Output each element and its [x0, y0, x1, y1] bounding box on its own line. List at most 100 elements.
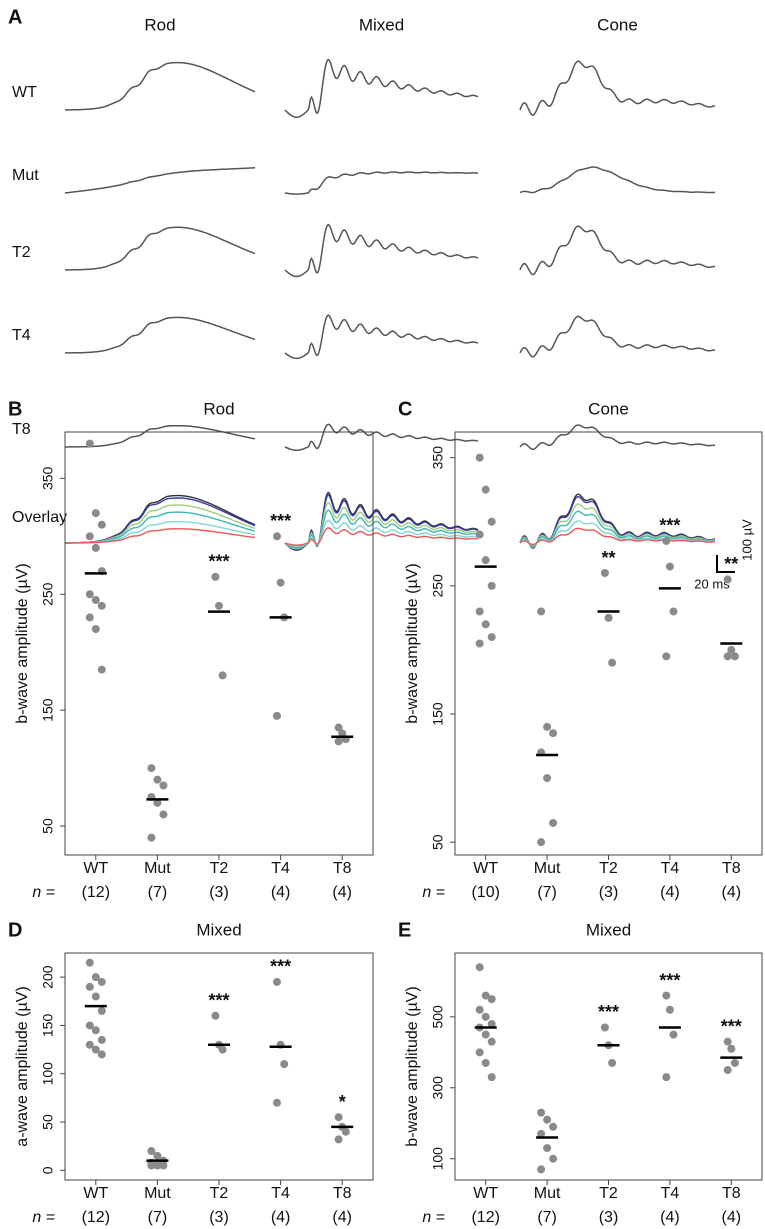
- x-tick-label: T2: [210, 1185, 229, 1202]
- n-value: (4): [722, 884, 742, 901]
- erg-trace: [519, 60, 716, 116]
- data-point: [153, 798, 162, 807]
- n-value: (10): [471, 884, 499, 901]
- column-title: Mixed: [359, 15, 404, 34]
- erg-trace: [65, 226, 256, 271]
- x-tick-label: WT: [83, 860, 108, 877]
- data-point: [85, 958, 94, 967]
- overlay-trace: [65, 528, 256, 544]
- significance: ***: [208, 991, 229, 1011]
- data-point: [487, 581, 496, 590]
- data-point: [97, 1006, 106, 1015]
- n-value: (4): [332, 1209, 352, 1226]
- y-tick-label: 150: [40, 698, 56, 722]
- data-point: [338, 729, 347, 738]
- erg-trace: [284, 58, 479, 118]
- data-point: [97, 977, 106, 986]
- data-point: [608, 1058, 617, 1067]
- data-point: [147, 1161, 156, 1170]
- data-point: [215, 601, 223, 610]
- data-point: [543, 1144, 552, 1153]
- data-point: [549, 1154, 558, 1163]
- erg-trace: [65, 61, 256, 111]
- x-tick-label: T8: [333, 860, 352, 877]
- plot-frame: [454, 952, 763, 1181]
- data-point: [487, 1019, 496, 1028]
- scale-bar-x-label: 20 ms: [694, 576, 730, 591]
- x-tick-label: T4: [661, 1185, 680, 1202]
- n-value: (7): [148, 1209, 168, 1226]
- x-tick-label: Mut: [144, 1185, 171, 1202]
- n-value: (7): [148, 884, 168, 901]
- data-point: [97, 1035, 106, 1044]
- data-point: [669, 1030, 678, 1039]
- data-point: [487, 633, 496, 642]
- data-point: [549, 818, 558, 827]
- y-tick-label: 100: [430, 1147, 446, 1171]
- data-point: [91, 596, 100, 605]
- row-label: WT: [12, 84, 37, 101]
- data-point: [159, 810, 168, 819]
- data-point: [537, 838, 546, 847]
- n-label: n =: [32, 884, 55, 901]
- erg-trace: [64, 167, 255, 194]
- data-point: [218, 671, 227, 680]
- y-tick-label: 300: [430, 1076, 446, 1100]
- row-label: Overlay: [12, 509, 67, 526]
- data-point: [475, 1005, 484, 1014]
- overlay-trace: [65, 521, 256, 544]
- data-point: [91, 1045, 100, 1054]
- data-point: [543, 722, 552, 731]
- y-tick-label: 350: [40, 466, 56, 490]
- scale-bar-y-label: 100 µV: [739, 519, 754, 561]
- y-tick-label: 50: [430, 834, 446, 850]
- data-point: [723, 575, 732, 584]
- data-point: [549, 1122, 558, 1131]
- data-point: [730, 652, 739, 661]
- row-label: Mut: [12, 167, 39, 184]
- data-point: [97, 520, 106, 529]
- data-point: [91, 543, 100, 552]
- data-point: [334, 737, 343, 746]
- plot-frame: [64, 952, 374, 1181]
- data-point: [153, 1151, 162, 1160]
- data-point: [273, 711, 281, 720]
- data-point: [147, 764, 156, 773]
- y-tick-label: 150: [430, 702, 446, 726]
- panel-label: E: [398, 919, 411, 941]
- y-tick-label: 250: [430, 574, 446, 598]
- x-tick-label: T8: [722, 860, 741, 877]
- data-point: [153, 775, 162, 784]
- data-point: [475, 453, 484, 462]
- data-point: [273, 1098, 281, 1107]
- data-point: [85, 532, 94, 541]
- n-value: (7): [537, 884, 557, 901]
- data-point: [85, 613, 94, 622]
- data-point: [85, 590, 94, 599]
- significance: ***: [659, 970, 680, 990]
- scale-bar: [716, 555, 735, 573]
- data-point: [159, 1161, 168, 1170]
- erg-trace: [284, 171, 479, 195]
- data-point: [727, 1044, 736, 1053]
- panel-label: C: [398, 398, 412, 420]
- data-point: [97, 1050, 106, 1059]
- data-point: [273, 532, 281, 541]
- x-tick-label: Mut: [534, 860, 561, 877]
- data-point: [669, 607, 678, 616]
- data-point: [543, 774, 552, 783]
- chart-title: Cone: [588, 399, 629, 418]
- panel-label: A: [8, 6, 22, 28]
- x-tick-label: WT: [473, 1185, 498, 1202]
- n-label: n =: [422, 884, 445, 901]
- data-point: [91, 973, 100, 982]
- x-tick-label: T4: [271, 1185, 290, 1202]
- panel-label: B: [8, 398, 22, 420]
- data-point: [604, 613, 613, 622]
- erg-trace: [519, 225, 716, 276]
- data-point: [85, 439, 94, 448]
- x-tick-label: Mut: [144, 860, 171, 877]
- data-point: [334, 723, 343, 732]
- x-tick-label: T8: [722, 1185, 741, 1202]
- data-point: [481, 485, 490, 494]
